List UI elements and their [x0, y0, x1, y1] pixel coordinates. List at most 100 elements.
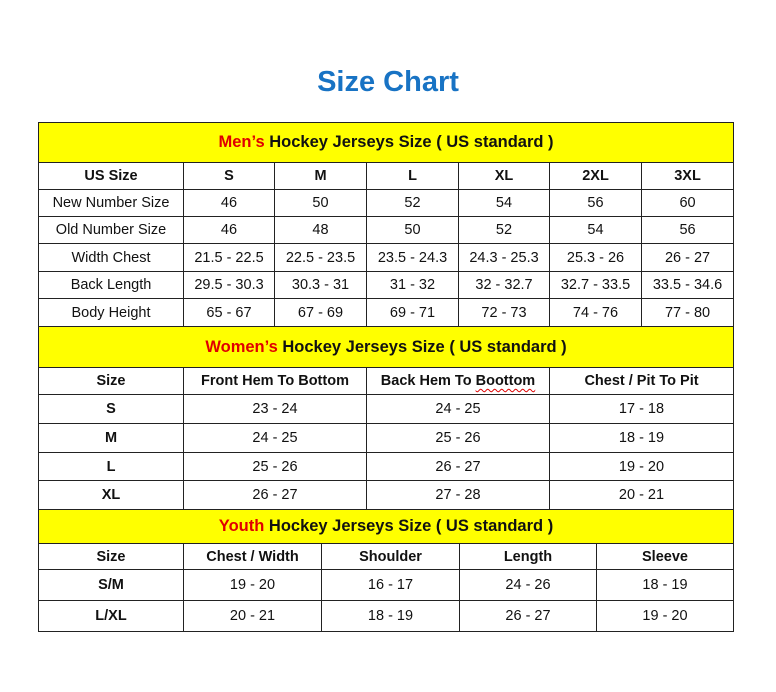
table-cell: 19 - 20 — [595, 600, 735, 632]
column-header-label: Chest / Pit To Pit — [584, 373, 699, 389]
table-cell: 24 - 25 — [183, 423, 367, 453]
table-cell: 46 — [183, 216, 275, 244]
table-cell: 46 — [183, 189, 275, 217]
table-cell: 21.5 - 22.5 — [183, 243, 275, 272]
row-label: Back Length — [38, 271, 184, 299]
table-cell: 23 - 24 — [183, 394, 367, 424]
column-header-label: 3XL — [674, 168, 701, 184]
table-cell: 25 - 26 — [183, 452, 367, 481]
table-cell: 31 - 32 — [366, 271, 459, 299]
column-header: Size — [38, 367, 184, 395]
table-cell: 26 - 27 — [366, 452, 550, 481]
table-cell: 22.5 - 23.5 — [274, 243, 367, 272]
table-cell: 32 - 32.7 — [458, 271, 550, 299]
row-label: L — [38, 452, 184, 481]
page-title: Size Chart — [317, 66, 459, 98]
row-label: Width Chest — [38, 243, 184, 272]
column-header: M — [274, 162, 367, 190]
table-cell: 67 - 69 — [274, 298, 367, 327]
womens-heading-accent: Women’s — [205, 337, 278, 356]
row-label: M — [38, 423, 184, 453]
table-cell: 19 - 20 — [548, 452, 735, 481]
table-cell: 19 - 20 — [183, 569, 322, 601]
column-header: US Size — [38, 162, 184, 190]
table-cell: 23.5 - 24.3 — [366, 243, 459, 272]
youth-heading-accent: Youth — [218, 517, 265, 535]
table-cell: 26 - 27 — [459, 600, 597, 632]
column-header-label: Back Hem To Boottom — [380, 373, 536, 389]
table-cell: 69 - 71 — [366, 298, 459, 327]
column-header-label: Chest / Width — [206, 548, 299, 565]
table-cell: 72 - 73 — [458, 298, 550, 327]
table-row: L/XL 20 - 21 18 - 19 26 - 27 19 - 20 — [38, 600, 735, 632]
womens-heading: Women’s Hockey Jerseys Size ( US standar… — [37, 326, 735, 368]
womens-column-headers: Size Front Hem To Bottom Back Hem To Boott… — [38, 367, 735, 395]
mens-column-headers: US Size S M L XL 2XL 3XL — [38, 162, 735, 190]
row-label: Body Height — [38, 298, 184, 327]
table-cell: 20 - 21 — [183, 600, 322, 632]
table-cell: 29.5 - 30.3 — [183, 271, 275, 299]
table-cell: 56 — [549, 189, 642, 217]
mens-heading: Men’s Hockey Jerseys Size ( US standard … — [37, 122, 735, 163]
table-cell: 54 — [458, 189, 550, 217]
mens-size-table: Men’s Hockey Jerseys Size ( US standard … — [37, 122, 735, 327]
table-row: L 25 - 26 26 - 27 19 - 20 — [38, 452, 735, 481]
column-header: S — [183, 162, 275, 190]
column-header-label: US Size — [84, 168, 138, 184]
table-cell: 24 - 26 — [459, 569, 597, 601]
table-cell: 56 — [640, 216, 735, 244]
table-cell: 18 - 19 — [595, 569, 735, 601]
table-row: S 23 - 24 24 - 25 17 - 18 — [38, 394, 735, 424]
row-label: S — [38, 394, 184, 424]
column-header: XL — [458, 162, 550, 190]
column-header-label: Size — [96, 548, 126, 565]
column-header: 3XL — [640, 162, 735, 190]
column-header: L — [366, 162, 459, 190]
youth-column-headers: Size Chest / Width Shoulder Length Sleeve — [38, 543, 735, 570]
table-row: Back Length 29.5 - 30.3 30.3 - 31 31 - 32 32… — [38, 271, 735, 299]
row-label: L/XL — [38, 600, 184, 632]
table-row: XL 26 - 27 27 - 28 20 - 21 — [38, 480, 735, 510]
table-cell: 52 — [366, 189, 459, 217]
column-header: Size — [38, 543, 184, 570]
column-header: Chest / Width — [183, 543, 322, 570]
table-cell: 25.3 - 26 — [549, 243, 642, 272]
spellcheck-underline: Boottom — [475, 373, 536, 389]
table-cell: 50 — [274, 189, 367, 217]
table-row: Body Height 65 - 67 67 - 69 69 - 71 72 - 73 7… — [38, 298, 735, 327]
youth-heading-row: Youth Hockey Jerseys Size ( US standard … — [37, 509, 735, 544]
table-cell: 20 - 21 — [548, 480, 735, 510]
table-row: S/M 19 - 20 16 - 17 24 - 26 18 - 19 — [38, 569, 735, 601]
column-header-label: Sleeve — [642, 548, 688, 565]
row-label: New Number Size — [38, 189, 184, 217]
table-cell: 60 — [640, 189, 735, 217]
table-cell: 18 - 19 — [548, 423, 735, 453]
column-header-label: Length — [503, 548, 553, 565]
column-header: Shoulder — [321, 543, 460, 570]
table-cell: 32.7 - 33.5 — [549, 271, 642, 299]
table-cell: 26 - 27 — [640, 243, 735, 272]
youth-heading-text: Hockey Jerseys Size ( US standard ) — [264, 517, 554, 535]
table-cell: 52 — [458, 216, 550, 244]
table-cell: 50 — [366, 216, 459, 244]
table-cell: 48 — [274, 216, 367, 244]
mens-heading-text: Hockey Jerseys Size ( US standard ) — [264, 133, 554, 151]
row-label: S/M — [38, 569, 184, 601]
column-header-label: Size — [96, 373, 126, 389]
table-row: Old Number Size 46 48 50 52 54 56 — [38, 216, 735, 244]
table-cell: 24 - 25 — [366, 394, 550, 424]
column-header: Sleeve — [595, 543, 735, 570]
column-header-label: L — [408, 168, 417, 184]
column-header-label: M — [314, 168, 327, 184]
column-header-label: Shoulder — [359, 548, 422, 565]
table-cell: 30.3 - 31 — [274, 271, 367, 299]
column-header-label: S — [224, 168, 234, 184]
column-header-label: Front Hem To Bottom — [201, 373, 349, 389]
youth-heading: Youth Hockey Jerseys Size ( US standard … — [37, 509, 735, 544]
table-cell: 24.3 - 25.3 — [458, 243, 550, 272]
column-header-label: 2XL — [582, 168, 609, 184]
table-row: New Number Size 46 50 52 54 56 60 — [38, 189, 735, 217]
womens-heading-text: Hockey Jerseys Size ( US standard ) — [277, 337, 567, 356]
mens-heading-accent: Men’s — [218, 133, 265, 151]
table-cell: 33.5 - 34.6 — [640, 271, 735, 299]
